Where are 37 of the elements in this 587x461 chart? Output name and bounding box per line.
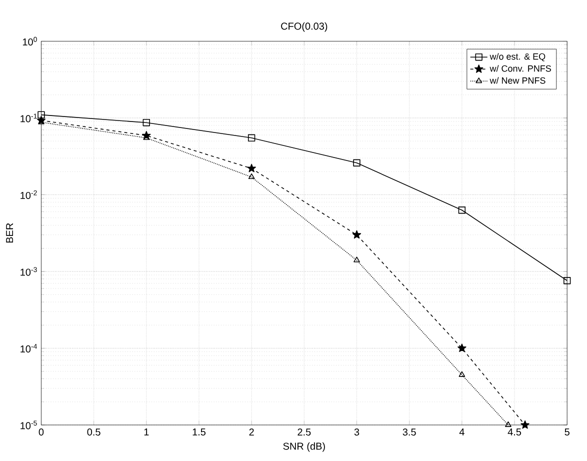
legend-label: w/o est. & EQ (490, 53, 546, 62)
y-tick-label: 10$^{-5}$ (20, 420, 37, 430)
point (458, 371, 466, 378)
legend-label: w/ Conv. PNFS (490, 65, 551, 72)
point (354, 256, 360, 263)
y-tick-label: 10$^{-3}$ (20, 267, 37, 276)
x-tick-label: 4 (459, 428, 464, 436)
x-tick-label: 2.5 (298, 428, 311, 436)
point (458, 344, 466, 352)
point (352, 230, 362, 239)
x-tick-label: 3 (354, 428, 360, 436)
point (248, 174, 255, 180)
legend-label: w/ New PNFS (490, 77, 546, 84)
x-tick-label: 1.5 (192, 428, 206, 436)
point (564, 277, 571, 284)
x-tick-label: 0.5 (87, 428, 100, 436)
x-tick-label: 5 (564, 428, 570, 436)
y-tick-label: 10$^{-4}$ (20, 344, 37, 353)
chart-title: CFO(0.03) (281, 22, 328, 32)
point (520, 420, 530, 429)
x-tick-label: 2 (249, 428, 254, 436)
point (142, 119, 150, 126)
y-tick-label: 10$^{-2}$ (20, 190, 37, 200)
y-tick-label: 10$^{-1}$ (20, 114, 37, 122)
point (38, 111, 45, 119)
x-tick-label: 3.5 (402, 428, 416, 436)
y-tick-label: 10$^{0}$ (22, 37, 37, 46)
point (458, 206, 466, 214)
x-tick-label: 0 (38, 428, 44, 436)
x-axis-title: SNR (dB) (283, 442, 325, 452)
point (248, 134, 256, 142)
y-axis-title: BER (6, 224, 13, 243)
x-tick-label: 4.5 (508, 428, 522, 436)
point (247, 164, 256, 172)
point (505, 422, 512, 428)
x-tick-label: 1 (144, 428, 149, 436)
point (353, 160, 360, 167)
